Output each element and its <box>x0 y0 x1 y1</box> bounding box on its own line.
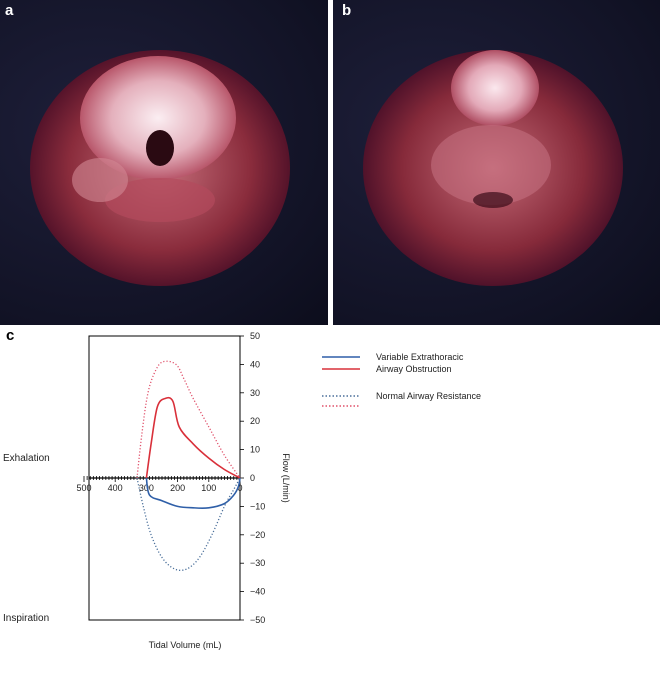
x-tick-label: 500 <box>76 483 91 493</box>
x-tick-label: 300 <box>139 483 154 493</box>
legend: Variable Extrathoracic Airway Obstructio… <box>322 352 481 407</box>
larynx-obstructed-illustration <box>363 50 623 286</box>
y-tick-label: 20 <box>250 416 260 426</box>
legend-label-airway-obstruction: Airway Obstruction <box>376 364 452 374</box>
y-tick-label: 0 <box>250 473 255 483</box>
legend-label-variable-extrathoracic: Variable Extrathoracic <box>376 352 464 362</box>
x-tick-label: 400 <box>108 483 123 493</box>
y-tick-label: −50 <box>250 615 265 625</box>
panel-label-c: c <box>6 327 15 344</box>
y-axis-ticks: 50 40 30 20 10 0 −10 −20 −30 −40 −50 <box>240 331 265 625</box>
inspiration-label: Inspiration <box>3 613 49 624</box>
y-tick-label: 30 <box>250 388 260 398</box>
x-tick-label: 0 <box>237 483 242 493</box>
exhalation-label: Exhalation <box>3 453 50 464</box>
y-tick-label: −10 <box>250 501 265 511</box>
x-tick-label: 200 <box>170 483 185 493</box>
panel-label-b: b <box>342 2 352 19</box>
x-axis-ticks: 500 400 300 200 100 0 <box>76 476 243 493</box>
y-axis-title: Flow (L/min) <box>281 453 291 503</box>
series-line-2 <box>136 360 241 479</box>
flow-volume-chart: 500 400 300 200 100 0 50403020100−10−20−30−40… <box>3 331 481 650</box>
y-tick-label: −30 <box>250 558 265 568</box>
data-series <box>136 360 241 571</box>
x-tick-label: 100 <box>201 483 216 493</box>
larynx-open-illustration <box>30 50 290 286</box>
laryngoscopy-photo-b: b <box>333 0 660 325</box>
y-tick-label: −20 <box>250 530 265 540</box>
laryngoscopy-photo-a: a <box>0 0 328 325</box>
y-tick-label: 10 <box>250 445 260 455</box>
series-line-0 <box>145 396 241 479</box>
legend-label-normal-airway-resistance: Normal Airway Resistance <box>376 391 481 401</box>
panel-label-a: a <box>5 2 14 19</box>
x-axis-title: Tidal Volume (mL) <box>149 640 222 650</box>
y-tick-label: 50 <box>250 331 260 341</box>
y-tick-label: 40 <box>250 359 260 369</box>
series-line-1 <box>145 477 241 509</box>
y-tick-label: −40 <box>250 587 265 597</box>
